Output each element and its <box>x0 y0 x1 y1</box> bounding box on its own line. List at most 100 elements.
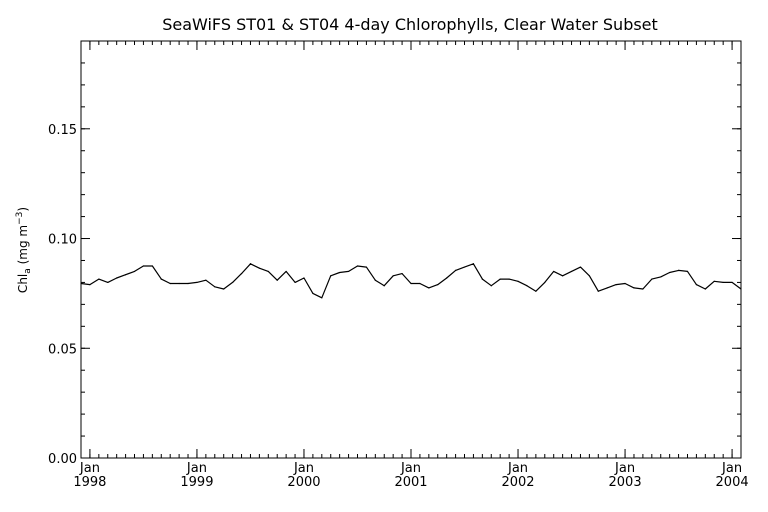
data-point <box>124 274 127 276</box>
data-point <box>588 275 590 277</box>
y-axis-label: Chla (mg m−3) <box>15 207 33 293</box>
y-tick-label: 0.15 <box>48 123 77 138</box>
data-point <box>570 270 573 273</box>
series-line <box>80 263 742 299</box>
data-point <box>347 270 350 273</box>
data-point <box>410 282 412 285</box>
x-tick-month-label: Jan <box>507 461 528 476</box>
data-point <box>187 282 189 285</box>
x-tick-year-label: 2003 <box>609 475 642 490</box>
y-axis: 0.00 0.05 0.10 0.15 <box>48 62 741 467</box>
data-point <box>303 277 305 279</box>
data-point <box>232 281 234 284</box>
data-point <box>481 278 483 280</box>
data-point <box>374 279 376 281</box>
data-point <box>116 277 118 279</box>
x-axis-minor-ticks <box>89 41 733 458</box>
data-point <box>704 288 706 290</box>
data-point <box>330 275 332 277</box>
data-point <box>544 281 546 284</box>
data-point <box>642 288 644 290</box>
data-point <box>392 275 394 277</box>
data-point <box>294 281 296 284</box>
data-point <box>508 278 510 280</box>
x-tick-year-label: 2004 <box>716 475 749 490</box>
data-point <box>437 284 439 286</box>
data-point <box>356 265 359 267</box>
y-tick-label: 0.00 <box>48 452 77 467</box>
data-point <box>321 297 323 299</box>
data-point <box>312 292 314 294</box>
data-point <box>606 287 608 289</box>
data-point <box>214 286 216 288</box>
data-point <box>133 270 136 273</box>
data-point <box>526 285 528 287</box>
data-point <box>615 284 617 286</box>
data-point <box>579 266 582 268</box>
data-point <box>365 266 368 268</box>
data-point <box>178 282 180 285</box>
data-point <box>151 265 153 267</box>
data-point <box>490 285 492 287</box>
data-point <box>249 263 252 265</box>
data-point <box>463 266 466 268</box>
y-tick-label: 0.05 <box>48 342 77 357</box>
data-point <box>160 278 162 280</box>
x-tick-year-label: 1998 <box>73 475 106 490</box>
data-point <box>196 281 198 284</box>
y-tick-label: 0.10 <box>48 233 77 248</box>
x-tick-month-label: Jan <box>400 461 421 476</box>
x-tick-year-label: 2001 <box>394 475 427 490</box>
data-point <box>169 282 171 285</box>
series-points <box>80 263 742 299</box>
data-point <box>80 282 82 285</box>
y-axis-label-superscript: −3 <box>15 212 25 225</box>
data-point <box>223 288 225 290</box>
data-point <box>731 281 733 284</box>
data-point <box>419 282 421 285</box>
data-point <box>142 265 145 267</box>
data-point <box>517 280 519 282</box>
data-point <box>98 278 100 280</box>
data-point <box>339 271 341 274</box>
data-point <box>713 280 715 282</box>
data-point <box>624 282 626 285</box>
data-point <box>205 279 207 281</box>
data-point <box>686 270 689 273</box>
data-point <box>240 273 243 275</box>
data-point <box>499 278 501 280</box>
data-point <box>401 273 403 275</box>
data-point <box>535 290 537 292</box>
data-point <box>695 284 698 286</box>
data-point <box>553 270 555 273</box>
data-point <box>740 288 742 290</box>
data-point <box>562 275 564 277</box>
y-axis-label-main: Chl <box>16 274 30 293</box>
data-point <box>660 276 662 278</box>
data-point <box>633 287 635 289</box>
x-tick-month-label: Jan <box>614 461 635 476</box>
x-tick-year-label: 1999 <box>180 475 213 490</box>
y-axis-label-units: (mg m <box>16 225 30 268</box>
x-tick-month-label: Jan <box>293 461 314 476</box>
data-point <box>597 290 599 292</box>
x-axis: Jan1998Jan1999Jan2000Jan2001Jan2002Jan20… <box>73 41 749 490</box>
data-point <box>89 284 91 286</box>
data-point <box>677 269 680 271</box>
y-axis-label-subscript: a <box>23 268 33 274</box>
data-point <box>276 279 278 281</box>
plot-frame <box>80 40 742 459</box>
x-tick-month-label: Jan <box>186 461 207 476</box>
data-point <box>454 269 457 271</box>
data-point <box>107 281 109 284</box>
x-tick-month-label: Jan <box>79 461 100 476</box>
x-tick-year-label: 2002 <box>501 475 534 490</box>
data-point <box>258 267 260 269</box>
data-point <box>446 277 448 279</box>
y-axis-label-units-close: ) <box>16 207 30 212</box>
chart-title: SeaWiFS ST01 & ST04 4-day Chlorophylls, … <box>162 15 658 34</box>
data-point <box>722 281 724 284</box>
data-point <box>428 287 430 289</box>
data-point <box>472 263 475 265</box>
